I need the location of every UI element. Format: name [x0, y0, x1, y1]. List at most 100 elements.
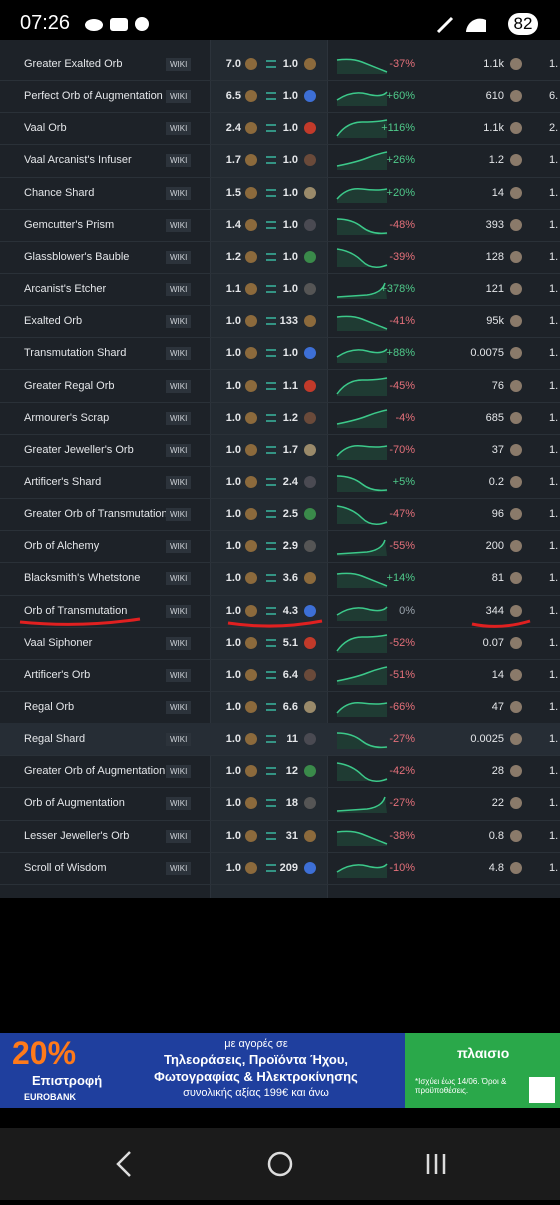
price-right: 6.4: [282, 668, 298, 681]
table-row[interactable]: Artificer's Shard WIKI 1.0 2.4 +5% 0.2 1.: [0, 466, 560, 500]
ad-text: συνολικής αξίας 199€ και άνω: [183, 1087, 329, 1099]
item-name: Greater Orb of Augmentation: [24, 765, 166, 778]
row-graphics: [245, 797, 522, 814]
price-right: 1.0: [282, 250, 298, 263]
table-row[interactable]: Glassblower's Bauble WIKI 1.2 1.0 -39% 128 1.: [0, 241, 560, 275]
wiki-badge: WIKI: [166, 379, 192, 393]
row-graphics: [245, 604, 522, 621]
last-col: 1.: [549, 508, 559, 521]
volume: 1.1k: [483, 58, 504, 70]
currency-table: Greater Exalted Orb WIKI 7.0 1.0 -37% 1.1k 1. P…: [0, 40, 560, 898]
volume: 121: [485, 283, 504, 296]
price-right: 1.0: [282, 218, 298, 231]
row-graphics: [245, 539, 522, 557]
last-col: 1.: [549, 411, 559, 424]
last-col: 1.: [549, 283, 559, 296]
table-row[interactable]: Scroll of Wisdom WIKI 1.0 209 -10% 4.8 1.: [0, 852, 560, 885]
row-graphics: [245, 218, 522, 235]
last-col: 1.: [549, 443, 559, 456]
volume: 81: [491, 572, 504, 585]
last-col: 1.: [549, 765, 559, 778]
last-col: 1.: [549, 58, 559, 70]
volume: 4.8: [488, 861, 504, 874]
price-left: 1.0: [225, 572, 241, 585]
volume: 76: [491, 379, 504, 392]
table-row[interactable]: Orb of Augmentation WIKI 1.0 18 -27% 22 1.: [0, 787, 560, 821]
table-row[interactable]: Regal Shard WIKI 1.0 11 -27% 0.0025 1.: [0, 723, 560, 757]
volume: 96: [491, 508, 504, 521]
volume: 0.07: [482, 636, 504, 649]
ad-text: Φωτογραφίας & Ηλεκτροκίνησης: [154, 1069, 358, 1084]
wiki-badge: WIKI: [166, 475, 192, 489]
table-row[interactable]: Exalted Orb WIKI 1.0 133 -41% 95k 1.: [0, 305, 560, 339]
table-row[interactable]: Arcanist's Etcher WIKI 1.1 1.0 +378% 121 1.: [0, 273, 560, 307]
row-graphics: [245, 151, 522, 171]
table-row[interactable]: Greater Jeweller's Orb WIKI 1.0 1.7 -70% 37 1.: [0, 434, 560, 467]
table-row[interactable]: Chance Shard WIKI 1.5 1.0 +20% 14 1.: [0, 177, 560, 210]
table-row[interactable]: Vaal Orb WIKI 2.4 1.0 +116% 1.1k 2.: [0, 112, 560, 146]
price-left: 1.0: [225, 829, 241, 842]
volume: 95k: [486, 315, 504, 328]
row-graphics: [245, 732, 522, 750]
change: -42%: [389, 765, 415, 778]
table-row[interactable]: Perfect Orb of Augmentation WIKI 6.5 1.0 +60…: [0, 80, 560, 114]
price-left: 1.0: [225, 475, 241, 488]
change: -41%: [389, 315, 415, 328]
change: -55%: [389, 540, 415, 553]
price-left: 1.2: [225, 250, 241, 263]
row-graphics: [245, 282, 522, 300]
table-row[interactable]: Lesser Jeweller's Orb WIKI 1.0 31 -38% 0.8 1.: [0, 820, 560, 853]
wiki-badge: WIKI: [166, 540, 192, 554]
table-row[interactable]: Regal Orb WIKI 1.0 6.6 -66% 47 1.: [0, 691, 560, 725]
item-name: Perfect Orb of Augmentation: [24, 90, 163, 103]
volume: 610: [485, 90, 504, 103]
volume: 28: [491, 765, 504, 778]
table-row[interactable]: Vaal Arcanist's Infuser WIKI 1.7 1.0 +26% 1.2…: [0, 144, 560, 178]
table-row[interactable]: Gemcutter's Prism WIKI 1.4 1.0 -48% 393 1.: [0, 209, 560, 242]
last-col: 1.: [549, 315, 559, 328]
price-left: 1.0: [225, 315, 241, 328]
ad-terms: *Ισχύει έως 14/06. Όροι & προϋποθέσεις.: [415, 1077, 507, 1095]
col-sep: [210, 40, 211, 898]
wiki-badge: WIKI: [166, 733, 192, 747]
table-row[interactable]: Transmutation Shard WIKI 1.0 1.0 +88% 0.0075 1…: [0, 337, 560, 371]
row-graphics: [245, 248, 522, 268]
table-row[interactable]: Greater Exalted Orb WIKI 7.0 1.0 -37% 1.1k 1.: [0, 48, 560, 82]
item-name: Transmutation Shard: [24, 347, 127, 360]
last-col: 1.: [549, 250, 559, 263]
ad-brand: πλαισιο: [457, 1045, 510, 1061]
table-row[interactable]: Armourer's Scrap WIKI 1.0 1.2 -4% 685 1.: [0, 402, 560, 435]
item-name: Orb of Alchemy: [24, 540, 100, 553]
volume: 0.0075: [470, 347, 504, 360]
row-graphics: [245, 861, 522, 878]
last-col: 1.: [549, 668, 559, 681]
ad-banner[interactable]: 20% Επιστροφή EUROBANK με αγορές σε Τηλε…: [0, 1033, 560, 1108]
item-name: Greater Exalted Orb: [24, 58, 123, 70]
underline: [19, 617, 141, 626]
wiki-badge: WIKI: [166, 604, 192, 618]
ad-play[interactable]: [529, 1077, 555, 1103]
clock: 07:26: [20, 12, 71, 34]
item-name: Vaal Siphoner: [24, 636, 93, 649]
item-name: Chance Shard: [24, 186, 95, 199]
volume: 14: [491, 668, 504, 681]
row-graphics: [245, 376, 522, 396]
underline: [471, 619, 531, 628]
item-name: Artificer's Shard: [24, 475, 102, 488]
wiki-badge: WIKI: [166, 154, 192, 168]
price-left: 1.1: [225, 283, 241, 296]
last-col: 1.: [549, 829, 559, 842]
volume: 22: [491, 797, 504, 810]
table-row[interactable]: Blacksmith's Whetstone WIKI 1.0 3.6 +14% 81 1.: [0, 562, 560, 596]
table-row[interactable]: Greater Orb of Augmentation WIKI 1.0 12 -42%…: [0, 755, 560, 789]
volume: 0.2: [488, 475, 504, 488]
table-row[interactable]: Vaal Siphoner WIKI 1.0 5.1 -52% 0.07 1.: [0, 627, 560, 660]
last-col: 1.: [549, 379, 559, 392]
change: -10%: [389, 861, 415, 874]
last-col: 1.: [549, 540, 559, 553]
table-row[interactable]: Orb of Alchemy WIKI 1.0 2.9 -55% 200 1.: [0, 530, 560, 564]
table-row[interactable]: Artificer's Orb WIKI 1.0 6.4 -51% 14 1.: [0, 659, 560, 692]
price-left: 1.0: [225, 701, 241, 713]
table-row[interactable]: Greater Regal Orb WIKI 1.0 1.1 -45% 76 1.: [0, 370, 560, 403]
table-row[interactable]: Greater Orb of Transmutation WIKI 1.0 2.5 -4…: [0, 498, 560, 532]
